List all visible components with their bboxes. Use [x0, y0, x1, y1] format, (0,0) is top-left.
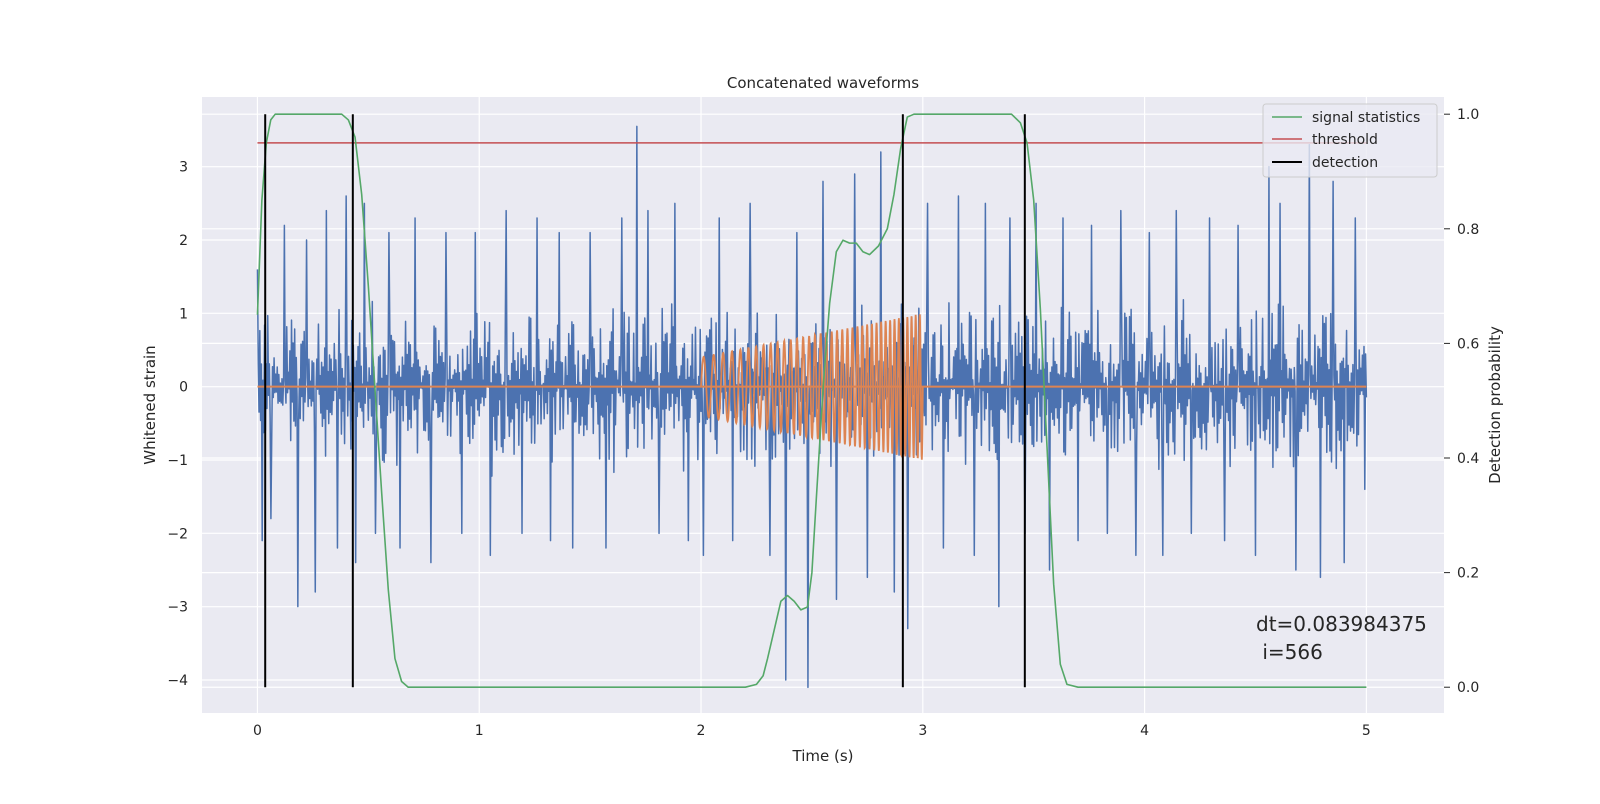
x-tick-label: 3	[918, 723, 927, 739]
x-tick-label: 0	[253, 723, 262, 739]
signal-statistics-line	[256, 113, 1367, 689]
annotation-index: i=566	[1256, 640, 1323, 664]
legend-label-signal-statistics: signal statistics	[1312, 110, 1420, 126]
y-tick-label: −4	[167, 673, 188, 689]
legend-label-detection: detection	[1312, 155, 1378, 171]
annotation-dt: dt=0.083984375	[1256, 612, 1427, 636]
x-tick-label: 4	[1140, 723, 1149, 739]
y-tick-label: 2	[179, 233, 188, 249]
right-y-tick-label: 1.0	[1457, 107, 1479, 123]
right-y-tick-label: 0.6	[1457, 336, 1479, 352]
y-tick-label: 1	[179, 306, 188, 322]
y-tick-labels: −4 −3 −2 −1 0 1 2 3	[167, 160, 188, 689]
right-y-tick-label: 0.8	[1457, 222, 1479, 238]
legend-box	[1262, 103, 1438, 178]
x-tick-labels: 0 1 2 3 4 5	[253, 723, 1371, 739]
y-tick-label: −2	[167, 526, 188, 542]
y-tick-label: −3	[167, 600, 188, 616]
x-tick-label: 1	[475, 723, 484, 739]
chart-title: Concatenated waveforms	[727, 74, 919, 92]
x-tick-label: 5	[1362, 723, 1371, 739]
y-tick-label: 3	[179, 160, 188, 176]
y-axis-label: Whitened strain	[141, 345, 159, 464]
right-y-tick-label: 0.4	[1457, 451, 1479, 467]
x-axis-label: Time (s)	[792, 747, 854, 765]
injection-series-line	[700, 314, 924, 460]
legend: signal statistics threshold detection	[1262, 103, 1438, 178]
right-y-axis-label: Detection probability	[1486, 326, 1504, 484]
y-tick-label: 0	[179, 380, 188, 396]
right-y-tick-labels: 0.0 0.2 0.4 0.6 0.8 1.0	[1444, 107, 1479, 696]
right-y-tick-label: 0.0	[1457, 680, 1479, 696]
x-tick-label: 2	[697, 723, 706, 739]
right-y-tick-label: 0.2	[1457, 566, 1479, 582]
y-tick-label: −1	[167, 453, 188, 469]
legend-label-threshold: threshold	[1312, 132, 1378, 148]
plot-series	[256, 113, 1368, 689]
